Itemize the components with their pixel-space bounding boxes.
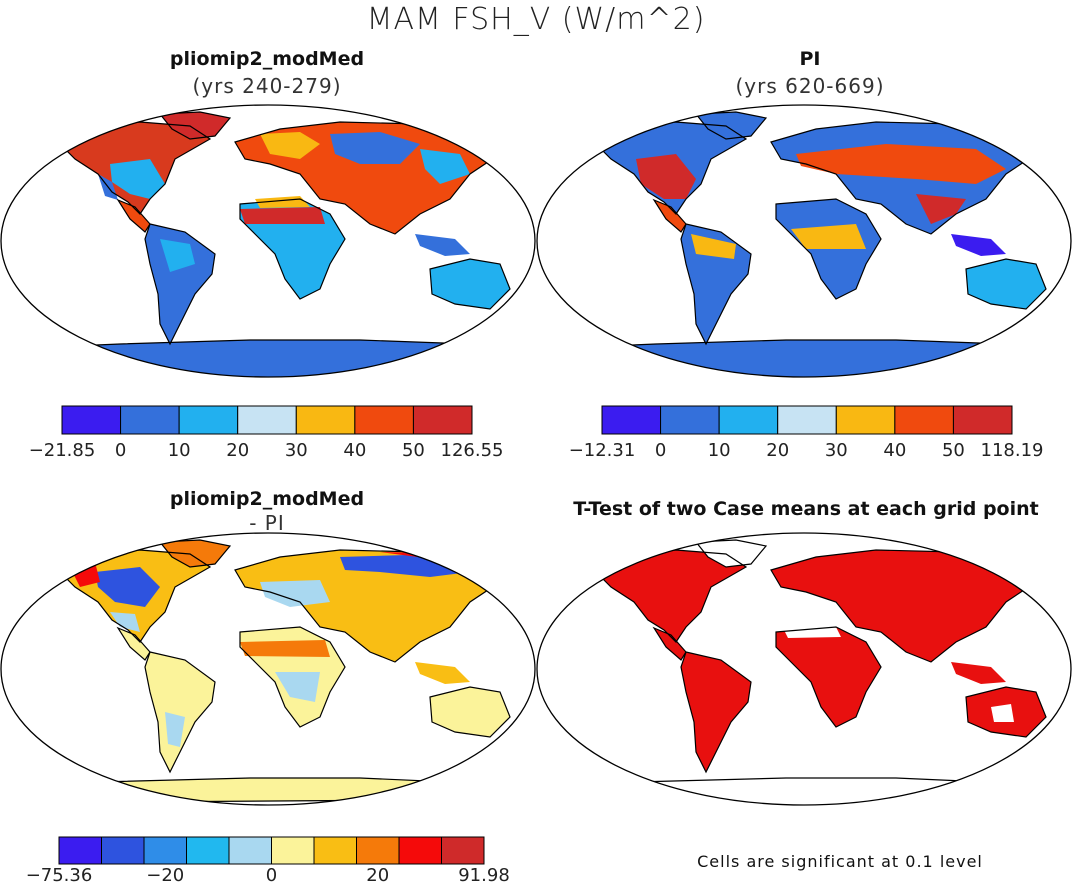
- colorbar-tick-label: 40: [343, 440, 366, 460]
- colorbar-swatch: [228, 836, 272, 865]
- colorbar-swatch: [601, 405, 662, 435]
- land-fill: [60, 540, 510, 802]
- colorbar-tick-label: −20: [146, 865, 184, 885]
- colorbar-1: −21.85 0 10 20 30 40 50 126.55: [29, 405, 504, 460]
- map-border: [536, 104, 1072, 378]
- colorbar-tick-label: 126.55: [441, 440, 504, 460]
- colorbar-tick-label: 50: [402, 440, 425, 460]
- colorbar-tick-label: 118.19: [981, 440, 1044, 460]
- land-fill: [1, 112, 535, 377]
- colorbar-tick-label: −75.36: [26, 865, 93, 885]
- panel1-title: pliomip2_modMed: [169, 48, 365, 70]
- colorbar-swatch: [354, 405, 414, 435]
- colorbar-tick-label: 0: [115, 440, 126, 460]
- colorbar-swatch: [356, 836, 400, 865]
- colorbar-tick-label: 30: [285, 440, 308, 460]
- colorbar-swatch: [718, 405, 779, 435]
- significance-note: Cells are significant at 0.1 level: [697, 852, 983, 871]
- panel1-subtitle: (yrs 240-279): [192, 74, 342, 98]
- colorbar-swatch: [398, 836, 442, 865]
- non-significant-cells: [696, 540, 1014, 722]
- colorbar-swatch: [61, 405, 122, 435]
- colorbar-swatch: [441, 836, 485, 865]
- colorbar-3: −75.36 −20 0 20 91.98: [26, 836, 510, 885]
- colorbar-swatch: [295, 405, 356, 435]
- coastlines: [595, 539, 1047, 783]
- colorbar-tick-label: 40: [883, 440, 906, 460]
- colorbar-tick-label: 30: [825, 440, 848, 460]
- colorbar-tick-label: 20: [366, 865, 389, 885]
- panel4-title: T-Test of two Case means at each grid po…: [573, 498, 1039, 520]
- panel3-subtitle: - PI: [249, 511, 285, 535]
- coastlines: [1, 111, 535, 355]
- colorbar-swatch: [271, 836, 315, 865]
- colorbar-swatch: [120, 405, 180, 435]
- colorbar-swatch: [237, 405, 297, 435]
- colorbar-tick-label: 0: [266, 865, 277, 885]
- colorbar-swatch: [101, 836, 145, 865]
- colorbar-swatch: [777, 405, 837, 435]
- panel2-title: PI: [799, 48, 821, 70]
- colorbar-tick-label: 10: [168, 440, 191, 460]
- colorbar-tick-label: −12.31: [569, 440, 636, 460]
- colorbar-swatch: [952, 405, 1013, 435]
- colorbar-tick-label: 0: [655, 440, 666, 460]
- colorbar-swatch: [178, 405, 239, 435]
- significant-cells: [596, 550, 1046, 772]
- colorbar-swatch: [58, 836, 102, 865]
- colorbar-2: −12.31 0 10 20 30 40 50 118.19: [569, 405, 1044, 460]
- colorbar-swatch: [313, 836, 357, 865]
- colorbar-swatch: [894, 405, 954, 435]
- map-border: [0, 532, 536, 806]
- figure-title: MAM FSH_V (W/m^2): [366, 2, 706, 37]
- panel2-subtitle: (yrs 620-669): [735, 74, 885, 98]
- map-panel-3: [0, 532, 536, 806]
- map-border: [536, 532, 1072, 806]
- colorbar-swatch: [835, 405, 896, 435]
- colorbar-tick-label: 10: [708, 440, 731, 460]
- map-panel-1: [0, 104, 536, 378]
- colorbar-swatch: [186, 836, 230, 865]
- panel3-title: pliomip2_modMed: [169, 488, 365, 510]
- map-panel-4: [536, 532, 1072, 806]
- colorbar-swatch: [660, 405, 720, 435]
- colorbar-swatch: [143, 836, 187, 865]
- map-border: [0, 104, 536, 378]
- colorbar-tick-label: −21.85: [29, 440, 96, 460]
- colorbar-swatch: [412, 405, 473, 435]
- colorbar-tick-label: 50: [942, 440, 965, 460]
- map-panel-2: [536, 104, 1072, 378]
- colorbar-tick-label: 20: [226, 440, 249, 460]
- colorbar-tick-label: 91.98: [458, 865, 510, 885]
- colorbar-tick-label: 20: [766, 440, 789, 460]
